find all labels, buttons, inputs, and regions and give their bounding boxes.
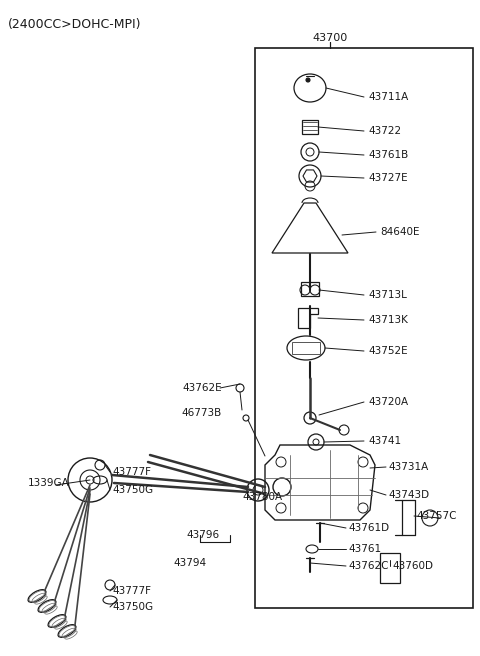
Text: 43731A: 43731A bbox=[388, 462, 428, 472]
Text: 43711A: 43711A bbox=[368, 92, 408, 102]
Text: 43762C: 43762C bbox=[348, 561, 388, 571]
Text: 43761D: 43761D bbox=[348, 523, 389, 533]
Circle shape bbox=[306, 78, 310, 82]
Text: 1339GA: 1339GA bbox=[28, 478, 70, 488]
Bar bbox=[301, 282, 319, 296]
Text: 43727E: 43727E bbox=[368, 173, 408, 183]
Text: 43777F: 43777F bbox=[112, 467, 151, 477]
Text: (2400CC>DOHC-MPI): (2400CC>DOHC-MPI) bbox=[8, 18, 142, 31]
Text: 46773B: 46773B bbox=[182, 408, 222, 418]
Bar bbox=[292, 342, 320, 354]
Text: 43700: 43700 bbox=[312, 33, 348, 43]
Text: 43760D: 43760D bbox=[392, 561, 433, 571]
Text: 43796: 43796 bbox=[186, 530, 219, 540]
Text: 43750G: 43750G bbox=[112, 485, 153, 495]
Text: 43757C: 43757C bbox=[416, 511, 456, 521]
Text: 43743D: 43743D bbox=[388, 490, 429, 500]
Text: 43762E: 43762E bbox=[182, 383, 222, 393]
Bar bbox=[380, 553, 400, 583]
Text: 84640E: 84640E bbox=[380, 227, 420, 237]
Text: 43794: 43794 bbox=[173, 558, 206, 568]
Text: 43722: 43722 bbox=[368, 126, 401, 136]
Text: 43713K: 43713K bbox=[368, 315, 408, 325]
Text: 43780A: 43780A bbox=[242, 492, 282, 502]
Text: 43713L: 43713L bbox=[368, 290, 407, 300]
Text: 43720A: 43720A bbox=[368, 397, 408, 407]
Bar bbox=[255, 48, 473, 608]
Text: 43777F: 43777F bbox=[112, 586, 151, 596]
Text: 43750G: 43750G bbox=[112, 602, 153, 612]
Text: 43741: 43741 bbox=[368, 436, 401, 446]
Text: 43761: 43761 bbox=[348, 544, 381, 554]
Text: 43752E: 43752E bbox=[368, 346, 408, 356]
Bar bbox=[302, 120, 318, 134]
Text: 43761B: 43761B bbox=[368, 150, 408, 160]
